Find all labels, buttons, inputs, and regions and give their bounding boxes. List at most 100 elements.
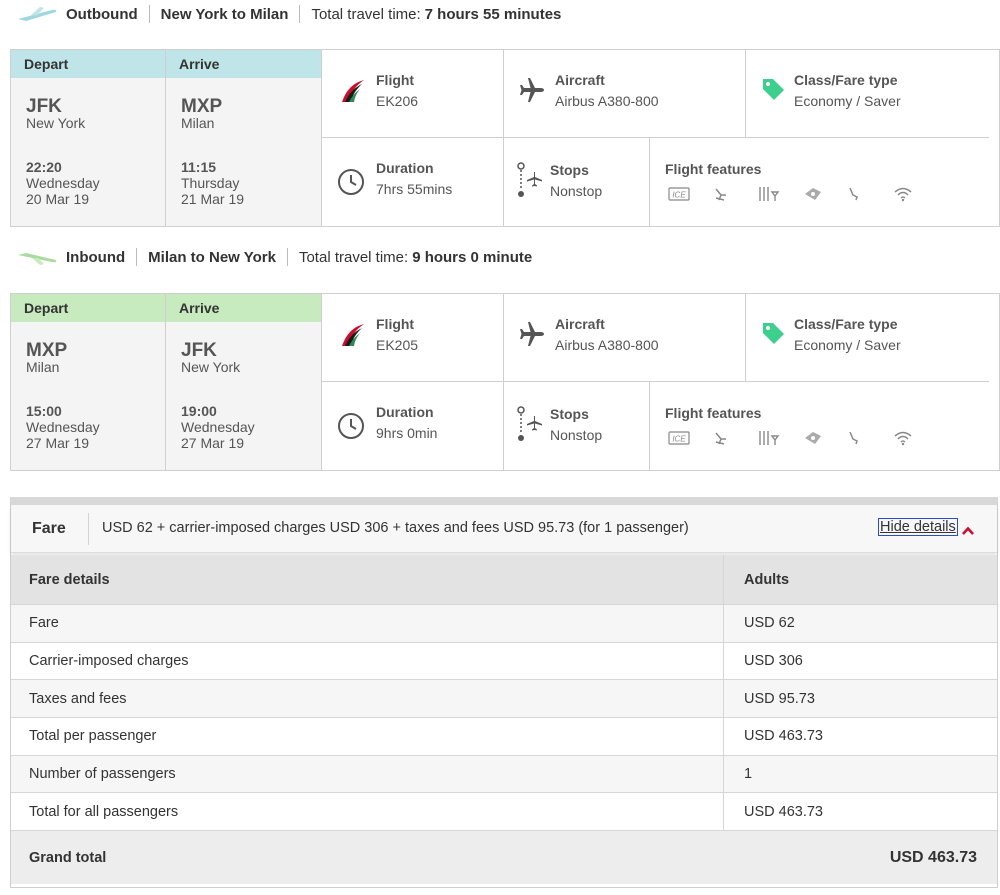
- inbound-direction: Inbound: [66, 248, 126, 266]
- amenity-kit-icon[interactable]: [803, 429, 848, 447]
- flight-features-cell: Flight features ICE: [650, 138, 999, 226]
- wifi-icon[interactable]: [893, 429, 938, 447]
- flight-number: EK205: [376, 337, 419, 353]
- arrive-column: Arrive JFK New York 19:00 Wednesday 27 M…: [166, 294, 322, 470]
- fare-summary: USD 62 + carrier-imposed charges USD 306…: [102, 520, 689, 536]
- adults-header: Adults: [744, 571, 790, 588]
- power-icon[interactable]: [848, 185, 893, 203]
- dining-icon[interactable]: [758, 185, 803, 203]
- seat-icon[interactable]: [713, 185, 758, 203]
- svg-text:ICE: ICE: [672, 435, 686, 444]
- stops-label: Stops: [550, 162, 589, 178]
- depart-time: 22:20: [26, 159, 62, 175]
- airline-logo-icon: [340, 78, 366, 107]
- fare-type-value: Economy / Saver: [794, 337, 901, 353]
- ice-entertainment-icon[interactable]: ICE: [668, 185, 713, 203]
- clock-icon: [337, 168, 365, 199]
- arrive-city: Milan: [181, 115, 215, 131]
- amenity-kit-icon[interactable]: [803, 185, 848, 203]
- depart-header: Depart: [11, 50, 165, 78]
- table-row: Carrier-imposed charges USD 306: [11, 642, 997, 681]
- flight-cell: Flight EK205: [322, 294, 504, 382]
- arrive-date: 27 Mar 19: [181, 435, 245, 451]
- svg-text:ICE: ICE: [672, 191, 686, 200]
- stops-cell: Stops Nonstop: [504, 138, 650, 226]
- depart-city: New York: [26, 115, 86, 131]
- row-value: USD 62: [744, 615, 795, 632]
- fare-details-header: Fare details: [11, 555, 724, 604]
- arrive-day: Thursday: [181, 175, 240, 191]
- travel-time-label: Total travel time:: [298, 248, 409, 266]
- hide-details-link[interactable]: Hide details: [878, 518, 958, 536]
- arrive-time: 19:00: [181, 403, 217, 419]
- depart-airport-code: JFK: [26, 96, 62, 117]
- duration-label: Duration: [376, 160, 434, 176]
- feature-icons: ICE: [668, 429, 938, 447]
- fare-summary-bar: Fare USD 62 + carrier-imposed charges US…: [11, 505, 997, 553]
- power-icon[interactable]: [848, 429, 893, 447]
- table-row: Total per passenger USD 463.73: [11, 718, 997, 756]
- duration-cell: Duration 7hrs 55mins: [322, 138, 504, 226]
- ice-entertainment-icon[interactable]: ICE: [668, 429, 713, 447]
- duration-value: 7hrs 55mins: [376, 181, 453, 197]
- flight-features-cell: Flight features ICE: [650, 382, 999, 470]
- aircraft-cell: Aircraft Airbus A380-800: [504, 294, 746, 382]
- arrive-column: Arrive MXP Milan 11:15 Thursday 21 Mar 1…: [166, 50, 322, 226]
- aircraft-label: Aircraft: [555, 72, 605, 88]
- row-value: USD 463.73: [744, 803, 823, 820]
- grand-total-value: USD 463.73: [889, 848, 977, 866]
- depart-column: Depart JFK New York 22:20 Wednesday 20 M…: [11, 50, 166, 226]
- row-label: Number of passengers: [11, 755, 724, 793]
- dining-icon[interactable]: [758, 429, 803, 447]
- outbound-plane-icon: [16, 4, 58, 24]
- wifi-icon[interactable]: [893, 185, 938, 203]
- stops-value: Nonstop: [550, 427, 603, 443]
- stops-label: Stops: [550, 406, 589, 422]
- flight-cell: Flight EK206: [322, 50, 504, 138]
- fare-type-value: Economy / Saver: [794, 93, 901, 109]
- aircraft-label: Aircraft: [555, 316, 605, 332]
- depart-city: Milan: [26, 359, 60, 375]
- fare-section: Fare USD 62 + carrier-imposed charges US…: [10, 497, 998, 888]
- depart-airport-code: MXP: [26, 340, 68, 361]
- feature-icons: ICE: [668, 185, 938, 203]
- stops-icon: [516, 162, 544, 201]
- duration-cell: Duration 9hrs 0min: [322, 382, 504, 470]
- fare-details-table: Fare details Adults Fare USD 62 Carrier-…: [11, 555, 997, 885]
- row-value: 1: [744, 766, 753, 783]
- tag-icon: [760, 320, 786, 349]
- divider: [286, 248, 288, 266]
- row-label: Total per passenger: [11, 718, 724, 755]
- row-label: Total for all passengers: [11, 793, 724, 831]
- inbound-plane-icon: [16, 247, 58, 267]
- seat-icon[interactable]: [713, 429, 758, 447]
- depart-time: 15:00: [26, 403, 62, 419]
- travel-time-value: 7 hours 55 minutes: [424, 5, 562, 23]
- stops-value: Nonstop: [550, 183, 603, 199]
- flight-label: Flight: [376, 316, 415, 332]
- arrive-airport-code: JFK: [181, 340, 217, 361]
- row-label: Taxes and fees: [11, 680, 724, 718]
- chevron-up-icon[interactable]: [961, 523, 975, 539]
- inbound-card: Depart MXP Milan 15:00 Wednesday 27 Mar …: [10, 293, 1000, 471]
- outbound-direction: Outbound: [66, 5, 138, 23]
- arrive-airport-code: MXP: [181, 96, 223, 117]
- table-header: Fare details Adults: [11, 555, 997, 605]
- row-label: Carrier-imposed charges: [11, 642, 724, 680]
- aircraft-cell: Aircraft Airbus A380-800: [504, 50, 746, 138]
- aircraft-icon: [518, 76, 546, 107]
- outbound-card: Depart JFK New York 22:20 Wednesday 20 M…: [10, 49, 1000, 227]
- airline-logo-icon: [340, 322, 366, 351]
- table-row: Taxes and fees USD 95.73: [11, 680, 997, 719]
- aircraft-type: Airbus A380-800: [555, 337, 659, 353]
- row-value: USD 306: [744, 653, 803, 670]
- flight-features-label: Flight features: [665, 405, 762, 421]
- tag-icon: [760, 76, 786, 105]
- arrive-header: Arrive: [166, 50, 321, 78]
- travel-time-label: Total travel time:: [311, 5, 421, 23]
- aircraft-type: Airbus A380-800: [555, 93, 659, 109]
- divider: [148, 5, 150, 23]
- duration-label: Duration: [376, 404, 434, 420]
- arrive-day: Wednesday: [181, 419, 255, 435]
- depart-date: 27 Mar 19: [26, 435, 90, 451]
